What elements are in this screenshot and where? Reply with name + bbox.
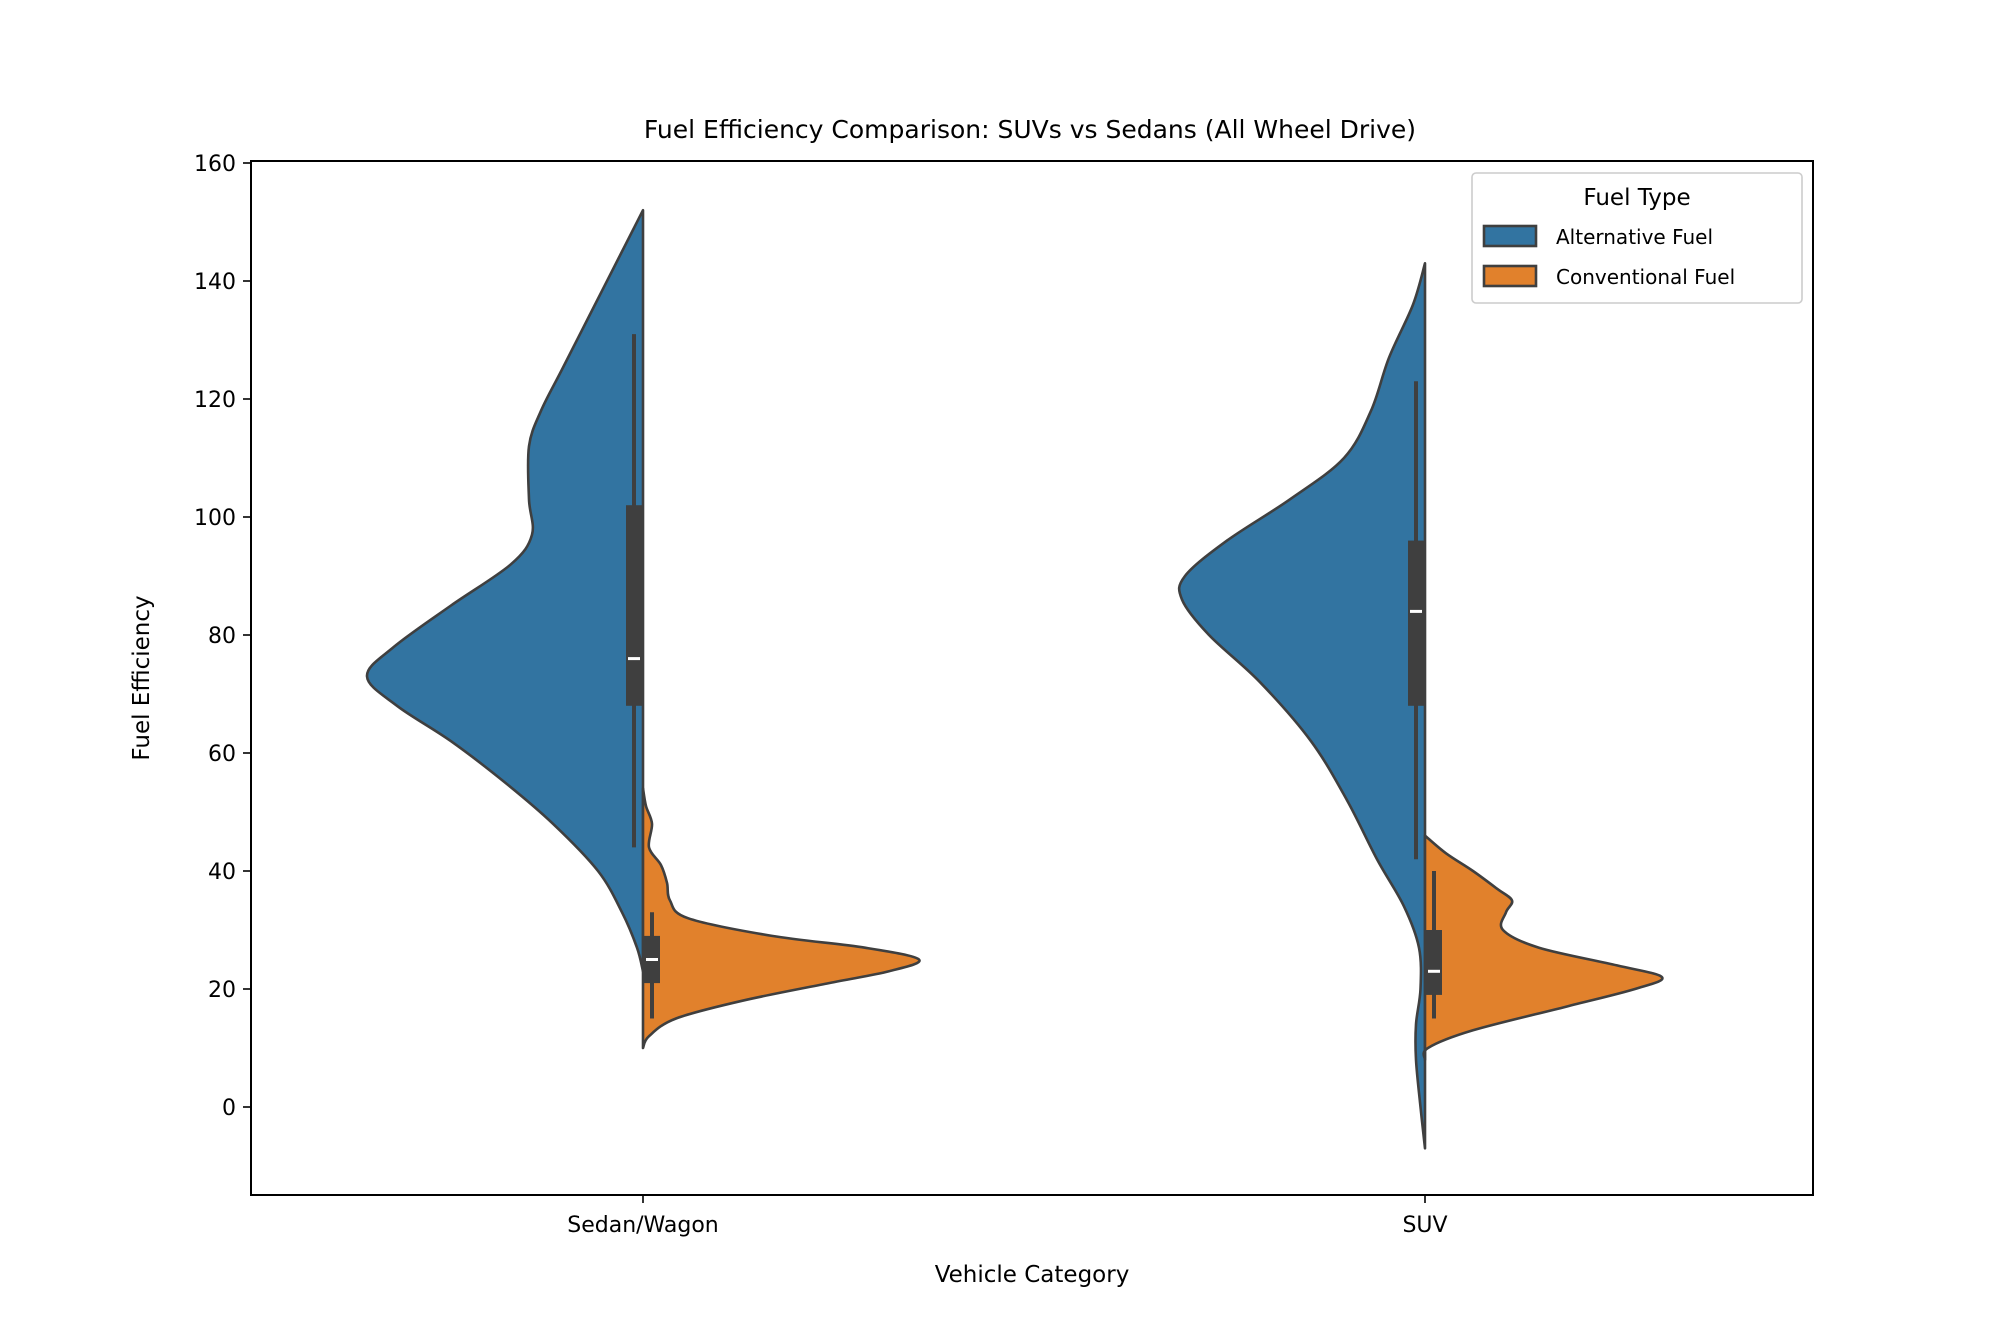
plot-frame bbox=[250, 160, 1814, 1196]
x-tick-label: Sedan/Wagon bbox=[567, 1213, 719, 1238]
violin-conventional-fuel-suv bbox=[1422, 834, 1664, 1062]
legend-frame bbox=[1471, 172, 1803, 304]
x-axis-label: Vehicle Category bbox=[935, 1262, 1130, 1288]
y-tick-label: 60 bbox=[208, 742, 236, 767]
violin-alternative-fuel-suv bbox=[1177, 262, 1427, 1150]
y-tick-label: 80 bbox=[208, 624, 236, 649]
y-tick-label: 20 bbox=[208, 978, 236, 1003]
box-alternative-fuel-sedan-wagon bbox=[626, 505, 642, 706]
y-tick-label: 0 bbox=[222, 1096, 236, 1121]
x-tick-label: SUV bbox=[1402, 1213, 1447, 1238]
violin-alternative-fuel-sedan-wagon bbox=[365, 208, 645, 973]
violin-layer bbox=[365, 208, 1664, 1150]
legend: Fuel Type Alternative Fuel Conventional … bbox=[1471, 172, 1803, 304]
y-tick-label: 120 bbox=[194, 388, 236, 413]
box-alternative-fuel-suv bbox=[1408, 540, 1424, 706]
violin-conventional-fuel-sedan-wagon bbox=[641, 787, 921, 1050]
y-axis: 0 20 40 60 80 100 120 140 160 bbox=[194, 152, 251, 1121]
y-tick-label: 100 bbox=[194, 506, 236, 531]
box-conventional-fuel-suv bbox=[1426, 930, 1442, 995]
y-axis-label: Fuel Efficiency bbox=[129, 595, 155, 760]
y-tick-label: 160 bbox=[194, 152, 236, 177]
chart-title: Fuel Efficiency Comparison: SUVs vs Seda… bbox=[644, 115, 1416, 144]
y-tick-label: 140 bbox=[194, 270, 236, 295]
y-tick-label: 40 bbox=[208, 860, 236, 885]
legend-swatch-alternative-fuel bbox=[1482, 224, 1538, 248]
legend-label-conventional-fuel: Conventional Fuel bbox=[1556, 265, 1735, 289]
legend-label-alternative-fuel: Alternative Fuel bbox=[1556, 225, 1713, 249]
x-axis: Sedan/Wagon SUV bbox=[567, 1195, 1448, 1238]
box-layer bbox=[626, 334, 1442, 1019]
legend-title: Fuel Type bbox=[1583, 185, 1690, 211]
legend-swatch-conventional-fuel bbox=[1482, 264, 1538, 288]
